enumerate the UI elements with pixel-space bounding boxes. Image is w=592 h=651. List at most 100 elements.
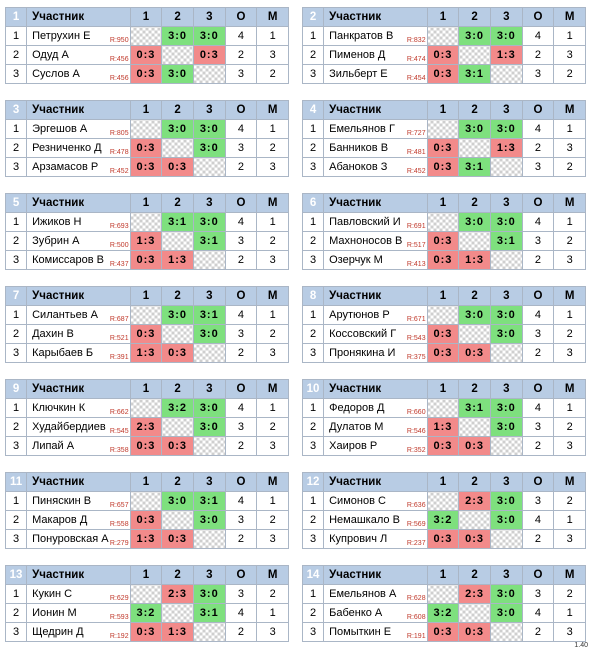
participant-name-cell[interactable]: Хаиров Р R:352: [323, 436, 428, 456]
participant-name[interactable]: Федоров Д: [329, 402, 385, 414]
participant-name-cell[interactable]: Емельянов Г R:727: [323, 119, 428, 139]
participant-name-cell[interactable]: Силантьев А R:687: [26, 305, 131, 325]
participant-name-cell[interactable]: Суслов А R:456: [26, 64, 131, 84]
score-cell: 0:3: [129, 45, 163, 65]
participant-name-cell[interactable]: Махноносов В R:517: [323, 231, 428, 251]
participant-name[interactable]: Зильберт Е: [329, 68, 388, 80]
participant-name-cell[interactable]: Комиссаров В R:437: [26, 250, 131, 270]
points-header: О: [521, 565, 555, 585]
participant-name-cell[interactable]: Арутюнов Р R:671: [323, 305, 428, 325]
participant-name[interactable]: Понуровская А: [32, 533, 109, 545]
participant-name-cell[interactable]: Бабенко А R:608: [323, 603, 428, 623]
participant-name[interactable]: Эргешов А: [32, 123, 88, 135]
participant-name-cell[interactable]: Купрович Л R:237: [323, 529, 428, 549]
participant-name[interactable]: Дахин В: [32, 328, 74, 340]
points-header: О: [224, 379, 258, 399]
participant-name[interactable]: Симонов С: [329, 495, 386, 507]
participant-name-cell[interactable]: Ионин М R:593: [26, 603, 131, 623]
participant-name[interactable]: Помыткин Е: [329, 626, 392, 638]
participant-name[interactable]: Макаров Д: [32, 514, 88, 526]
participant-name[interactable]: Махноносов В: [329, 235, 403, 247]
participant-name[interactable]: Одуд А: [32, 49, 69, 61]
participant-name[interactable]: Павловский И: [329, 216, 401, 228]
participant-name-cell[interactable]: Панкратов В R:832: [323, 26, 428, 46]
participant-name-cell[interactable]: Петрухин Е R:950: [26, 26, 131, 46]
participant-name[interactable]: Зубрин А: [32, 235, 80, 247]
participant-name-cell[interactable]: Дахин В R:521: [26, 324, 131, 344]
participant-name[interactable]: Немашкало В: [329, 514, 400, 526]
score-cell: 0:3: [426, 45, 460, 65]
participant-name-cell[interactable]: Эргешов А R:805: [26, 119, 131, 139]
participant-name[interactable]: Ключкин К: [32, 402, 86, 414]
col-header-3: 3: [489, 7, 523, 27]
participant-name-cell[interactable]: Макаров Д R:558: [26, 510, 131, 530]
place-header: М: [553, 7, 586, 27]
participant-name-cell[interactable]: Липай А R:358: [26, 436, 131, 456]
participant-name-cell[interactable]: Федоров Д R:660: [323, 398, 428, 418]
participant-name[interactable]: Липай А: [32, 440, 75, 452]
participant-name-cell[interactable]: Арзамасов Р R:452: [26, 157, 131, 177]
rating-label: R:375: [405, 354, 426, 361]
participant-name-cell[interactable]: Карыбаев Б R:391: [26, 343, 131, 363]
participant-name-cell[interactable]: Пронякина И R:375: [323, 343, 428, 363]
participant-name-cell[interactable]: Дулатов М R:546: [323, 417, 428, 437]
participant-name-cell[interactable]: Ижиков Н R:693: [26, 212, 131, 232]
participant-name-cell[interactable]: Худайбердиев R:545: [26, 417, 131, 437]
participant-name[interactable]: Емельянов А: [329, 588, 397, 600]
participant-name-cell[interactable]: Озерчук М R:413: [323, 250, 428, 270]
rating-label: R:593: [108, 614, 129, 621]
participant-name-cell[interactable]: Симонов С R:636: [323, 491, 428, 511]
participant-name-cell[interactable]: Ключкин К R:662: [26, 398, 131, 418]
col-header-1: 1: [129, 472, 163, 492]
participant-name-cell[interactable]: Одуд А R:456: [26, 45, 131, 65]
participant-name[interactable]: Пименов Д: [329, 49, 386, 61]
participant-name[interactable]: Бабенко А: [329, 607, 383, 619]
participant-name[interactable]: Арзамасов Р: [32, 161, 99, 173]
participant-name-cell[interactable]: Павловский И R:691: [323, 212, 428, 232]
self-cell: [161, 138, 194, 158]
participant-name-cell[interactable]: Резниченко Д R:478: [26, 138, 131, 158]
col-header-3: 3: [489, 193, 523, 213]
participant-name[interactable]: Пронякина И: [329, 347, 396, 359]
participant-name[interactable]: Резниченко Д: [32, 142, 102, 154]
participant-name[interactable]: Дулатов М: [329, 421, 384, 433]
participant-name-cell[interactable]: Пименов Д R:474: [323, 45, 428, 65]
participant-name[interactable]: Пиняскин В: [32, 495, 92, 507]
participant-name[interactable]: Панкратов В: [329, 30, 394, 42]
participant-name[interactable]: Озерчук М: [329, 254, 383, 266]
participant-name[interactable]: Ионин М: [32, 607, 77, 619]
participant-name[interactable]: Емельянов Г: [329, 123, 395, 135]
place-header: М: [256, 7, 289, 27]
participant-name-cell[interactable]: Абаноков З R:452: [323, 157, 428, 177]
participant-name[interactable]: Карыбаев Б: [32, 347, 94, 359]
participant-name[interactable]: Кукин С: [32, 588, 73, 600]
participant-name[interactable]: Банников В: [329, 142, 389, 154]
participant-name[interactable]: Хаиров Р: [329, 440, 378, 452]
participant-name[interactable]: Арутюнов Р: [329, 309, 390, 321]
points-cell: 3: [521, 64, 555, 84]
participant-name-cell[interactable]: Понуровская А R:279: [26, 529, 131, 549]
participant-name-cell[interactable]: Банников В R:481: [323, 138, 428, 158]
participant-name[interactable]: Худайбердиев: [32, 421, 106, 433]
points-cell: 3: [224, 417, 258, 437]
score-cell: 3:1: [192, 305, 226, 325]
participant-name[interactable]: Петрухин Е: [32, 30, 91, 42]
participant-name[interactable]: Силантьев А: [32, 309, 98, 321]
participant-name-cell[interactable]: Емельянов А R:628: [323, 584, 428, 604]
participant-name[interactable]: Комиссаров В: [32, 254, 104, 266]
participant-name-cell[interactable]: Зубрин А R:500: [26, 231, 131, 251]
participant-name-cell[interactable]: Пиняскин В R:657: [26, 491, 131, 511]
participant-name[interactable]: Щедрин Д: [32, 626, 84, 638]
participant-name[interactable]: Ижиков Н: [32, 216, 82, 228]
participant-name-cell[interactable]: Щедрин Д R:192: [26, 622, 131, 642]
participant-name-cell[interactable]: Кукин С R:629: [26, 584, 131, 604]
participant-name-cell[interactable]: Коссовский Г R:543: [323, 324, 428, 344]
participant-name[interactable]: Суслов А: [32, 68, 80, 80]
participant-name-cell[interactable]: Немашкало В R:569: [323, 510, 428, 530]
participant-name-cell[interactable]: Помыткин Е R:191: [323, 622, 428, 642]
participant-name-cell[interactable]: Зильберт Е R:454: [323, 64, 428, 84]
participant-name[interactable]: Коссовский Г: [329, 328, 397, 340]
participant-name[interactable]: Купрович Л: [329, 533, 388, 545]
score-cell: 1:3: [161, 622, 194, 642]
participant-name[interactable]: Абаноков З: [329, 161, 388, 173]
